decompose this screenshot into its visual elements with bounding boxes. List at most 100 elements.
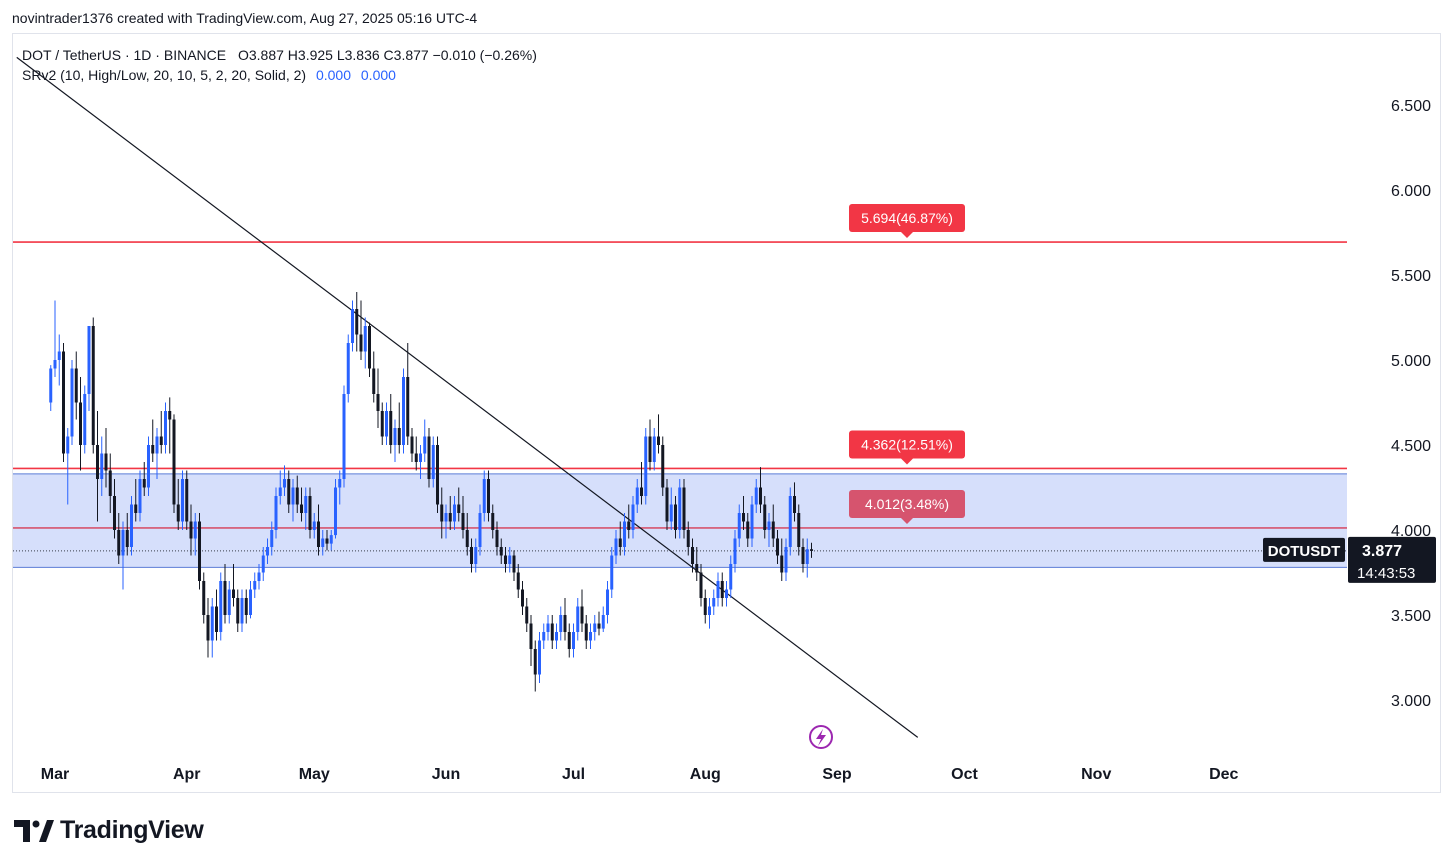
candle[interactable] <box>317 504 320 556</box>
candle[interactable] <box>499 538 503 565</box>
candle[interactable] <box>746 513 750 547</box>
candle[interactable] <box>780 538 784 582</box>
candle[interactable] <box>410 428 414 462</box>
candle[interactable] <box>300 487 303 522</box>
candle[interactable] <box>100 436 104 497</box>
candle[interactable] <box>176 479 180 530</box>
candle[interactable] <box>563 598 567 641</box>
candle[interactable] <box>113 479 116 539</box>
candle[interactable] <box>142 462 146 496</box>
candle[interactable] <box>125 513 129 556</box>
indicator-name[interactable]: SRv2 (10, High/Low, 20, 10, 5, 2, 20, So… <box>22 67 307 83</box>
candle[interactable] <box>134 479 138 522</box>
candle[interactable] <box>151 419 155 463</box>
candle[interactable] <box>66 428 70 505</box>
candle[interactable] <box>538 632 541 683</box>
candle[interactable] <box>453 496 456 530</box>
candle[interactable] <box>244 589 248 624</box>
candle[interactable] <box>376 368 380 429</box>
candle[interactable] <box>240 589 244 633</box>
last-price-tag[interactable]: 3.877 14:43:53 <box>1348 536 1436 583</box>
candle[interactable] <box>49 365 53 411</box>
candle[interactable] <box>580 589 584 633</box>
candle[interactable] <box>682 479 686 539</box>
candle[interactable] <box>431 436 435 488</box>
descending-trendline[interactable] <box>16 56 919 738</box>
candle[interactable] <box>389 394 393 454</box>
candle[interactable] <box>342 385 346 488</box>
candle[interactable] <box>742 496 745 530</box>
candle[interactable] <box>533 640 537 692</box>
candle[interactable] <box>674 496 677 539</box>
candle[interactable] <box>478 504 482 556</box>
candle[interactable] <box>529 615 533 666</box>
candle[interactable] <box>206 598 210 658</box>
candle[interactable] <box>448 496 452 530</box>
candle[interactable] <box>278 470 282 505</box>
candle[interactable] <box>542 623 546 650</box>
candle[interactable] <box>83 385 87 454</box>
candle[interactable] <box>406 343 410 445</box>
candle[interactable] <box>597 611 601 636</box>
candle[interactable] <box>202 572 206 624</box>
candle[interactable] <box>79 377 82 471</box>
candle[interactable] <box>657 414 660 454</box>
candle[interactable] <box>716 572 720 607</box>
candle[interactable] <box>733 530 737 573</box>
level-label-2[interactable]: 4.012(3.48%) <box>849 489 965 524</box>
candle[interactable] <box>96 411 99 522</box>
candle[interactable] <box>652 428 656 471</box>
candle[interactable] <box>725 581 728 607</box>
candle[interactable] <box>215 589 218 641</box>
candle[interactable] <box>198 513 201 590</box>
candle[interactable] <box>130 496 133 556</box>
candle[interactable] <box>270 521 274 556</box>
candle[interactable] <box>193 513 197 556</box>
candle[interactable] <box>771 504 775 548</box>
candle[interactable] <box>763 496 767 539</box>
candle[interactable] <box>219 572 223 641</box>
candle[interactable] <box>576 598 580 641</box>
candle[interactable] <box>359 300 363 361</box>
candle[interactable] <box>776 530 779 564</box>
candle[interactable] <box>257 564 261 590</box>
candle[interactable] <box>164 402 167 454</box>
candle[interactable] <box>249 581 252 619</box>
candle[interactable] <box>784 538 788 582</box>
candle[interactable] <box>555 623 558 650</box>
candle[interactable] <box>159 411 163 454</box>
candle[interactable] <box>372 351 376 403</box>
candle[interactable] <box>750 496 754 547</box>
candle[interactable] <box>53 300 57 378</box>
candle[interactable] <box>767 513 771 547</box>
candle[interactable] <box>754 479 758 513</box>
candle[interactable] <box>253 572 257 599</box>
candle[interactable] <box>62 343 65 462</box>
candle[interactable] <box>321 530 325 556</box>
candle[interactable] <box>691 538 694 573</box>
candle[interactable] <box>644 428 648 505</box>
candle[interactable] <box>521 581 524 615</box>
candle[interactable] <box>346 334 350 403</box>
candle[interactable] <box>810 542 813 558</box>
candle[interactable] <box>699 564 703 607</box>
candle[interactable] <box>618 521 622 556</box>
candle[interactable] <box>470 538 473 573</box>
candle[interactable] <box>461 496 465 539</box>
candle[interactable] <box>266 538 269 565</box>
candle[interactable] <box>397 402 401 454</box>
candle[interactable] <box>504 547 507 573</box>
candle[interactable] <box>402 368 405 454</box>
candle[interactable] <box>368 322 371 377</box>
candle[interactable] <box>87 326 91 411</box>
candle[interactable] <box>712 589 716 616</box>
candle[interactable] <box>678 479 682 539</box>
candle[interactable] <box>419 445 422 479</box>
candle[interactable] <box>508 547 512 573</box>
candle[interactable] <box>232 564 235 607</box>
candle[interactable] <box>665 479 669 530</box>
candle[interactable] <box>495 521 499 556</box>
candle[interactable] <box>572 623 575 658</box>
candle[interactable] <box>474 538 478 573</box>
candle[interactable] <box>559 606 563 641</box>
